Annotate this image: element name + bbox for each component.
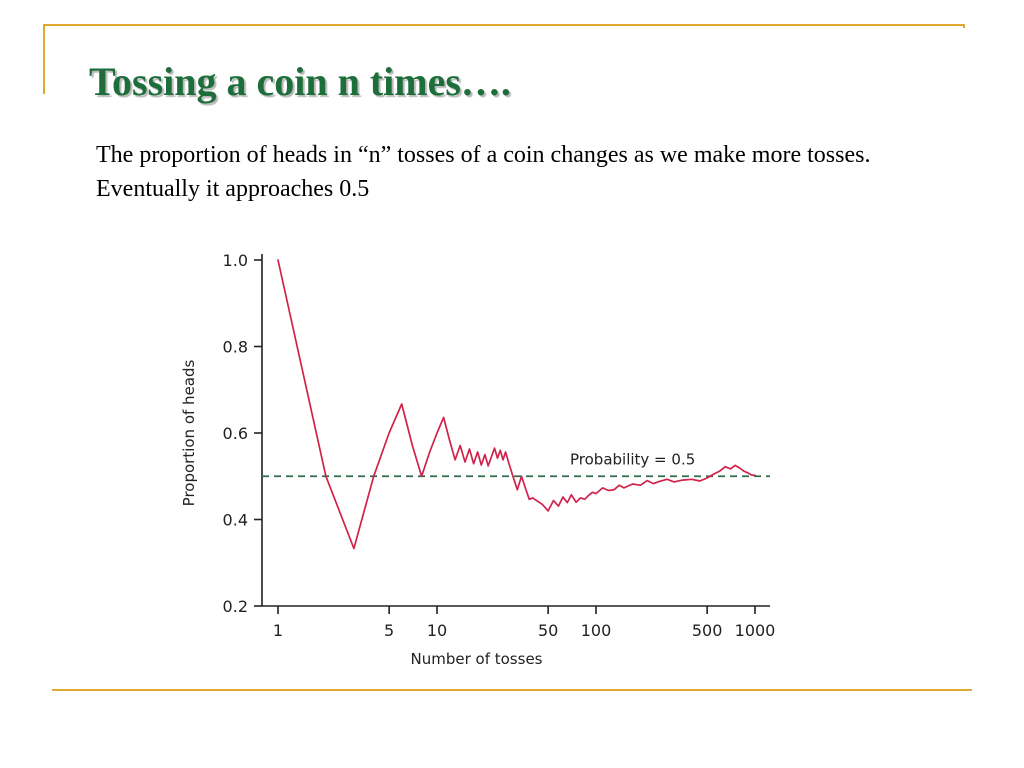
- x-tick-label: 50: [538, 621, 558, 640]
- x-tick-label: 10: [427, 621, 447, 640]
- frame-right-rule: [963, 24, 965, 28]
- y-axis-label: Proportion of heads: [180, 359, 198, 506]
- x-tick-label: 5: [384, 621, 394, 640]
- frame-bottom-rule: [52, 689, 972, 691]
- frame-left-rule: [43, 24, 45, 94]
- y-tick-label: 0.2: [223, 597, 248, 616]
- x-tick-label: 1000: [735, 621, 776, 640]
- chart-svg: 0.2 0.4 0.6 0.8 1.0 1 5 10 50 100 500 1000 Proporti…: [180, 251, 776, 668]
- x-tick-label: 500: [692, 621, 723, 640]
- x-axis-label: Number of tosses: [411, 650, 543, 668]
- x-tick-label: 100: [581, 621, 612, 640]
- series-line: [277, 259, 756, 550]
- slide-title: Tossing a coin n times….: [89, 59, 511, 104]
- slide-body-text: The proportion of heads in “n” tosses of…: [96, 142, 871, 202]
- x-tick-label: 1: [273, 621, 283, 640]
- series-group: [277, 259, 756, 550]
- chart-axes: 0.2 0.4 0.6 0.8 1.0 1 5 10 50 100 500 1000: [223, 251, 776, 640]
- frame-top-rule: [43, 24, 965, 26]
- y-tick-label: 0.6: [223, 424, 248, 443]
- y-tick-label: 0.4: [223, 511, 248, 530]
- y-tick-label: 0.8: [223, 338, 248, 357]
- y-tick-label: 1.0: [223, 251, 248, 270]
- proportion-chart: 0.2 0.4 0.6 0.8 1.0 1 5 10 50 100 500 1000 Proporti…: [170, 240, 790, 680]
- probability-label: Probability = 0.5: [570, 450, 695, 468]
